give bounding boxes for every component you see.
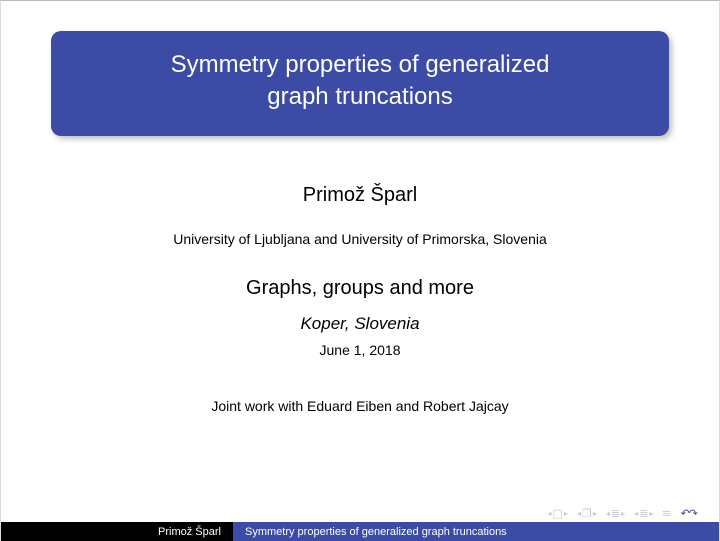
nav-prev-section-icon[interactable]: ◂❐▸ xyxy=(577,507,597,520)
affiliation: University of Ljubljana and University o… xyxy=(173,231,547,247)
slide-page: Symmetry properties of generalized graph… xyxy=(0,0,720,541)
nav-first-icon[interactable]: ◂□▸ xyxy=(548,507,568,520)
conference-name: Graphs, groups and more xyxy=(246,277,474,300)
nav-reload-icon[interactable]: ↶↷ xyxy=(681,507,697,520)
title-line-1: Symmetry properties of generalized xyxy=(71,49,649,81)
footer-author: Primož Šparl xyxy=(1,526,233,538)
title-line-2: graph truncations xyxy=(71,81,649,113)
location: Koper, Slovenia xyxy=(300,314,419,334)
nav-prev-slide-icon[interactable]: ◂≣▸ xyxy=(606,507,625,520)
nav-next-slide-icon[interactable]: ◂≣▸ xyxy=(634,507,653,520)
date: June 1, 2018 xyxy=(320,342,401,358)
beamer-nav-bar: ◂□▸ ◂❐▸ ◂≣▸ ◂≣▸ ≡ ↶↷ xyxy=(1,504,719,522)
author-name: Primož Šparl xyxy=(303,184,417,207)
footer-bar: Primož Šparl Symmetry properties of gene… xyxy=(1,522,719,541)
nav-next-section-icon[interactable]: ≡ xyxy=(662,507,671,520)
joint-work: Joint work with Eduard Eiben and Robert … xyxy=(211,398,508,414)
footer-title: Symmetry properties of generalized graph… xyxy=(233,522,719,541)
title-box: Symmetry properties of generalized graph… xyxy=(51,31,669,136)
